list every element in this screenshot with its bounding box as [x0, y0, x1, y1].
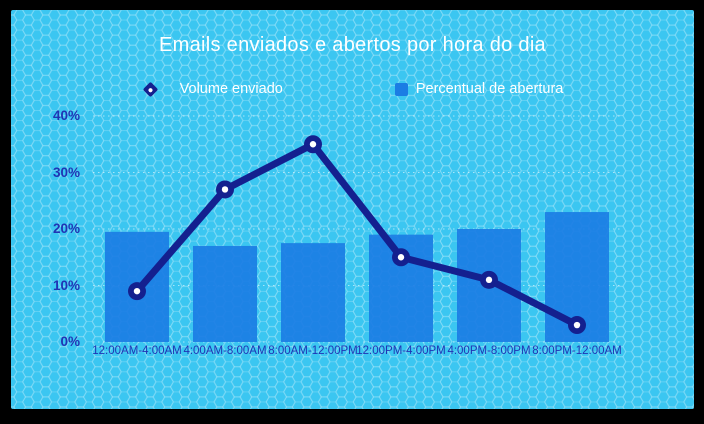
plot-area: [93, 115, 621, 343]
x-label-8:00AM-12:00PM: 8:00AM-12:00PM: [268, 345, 358, 357]
line-series-diamond-icon: [142, 81, 158, 97]
legend-item-volume-enviado[interactable]: Volume enviado: [142, 81, 283, 97]
x-label-12:00AM-4:00AM: 12:00AM-4:00AM: [92, 345, 182, 357]
x-label-8:00PM-12:00AM: 8:00PM-12:00AM: [532, 345, 622, 357]
x-label-4:00PM-8:00PM: 4:00PM-8:00PM: [447, 345, 531, 357]
legend: Volume enviado Percentual de abertura: [11, 80, 694, 98]
y-tick-20%: 20%: [52, 221, 80, 236]
data-point-center-dot: [573, 321, 581, 329]
data-point-center-dot: [309, 141, 317, 148]
legend-label-percentual-abertura: Percentual de abertura: [415, 81, 564, 97]
bar-8:00AM-12:00PM[interactable]: [281, 243, 345, 342]
line-series-path: [133, 140, 581, 329]
y-tick-30%: 30%: [52, 164, 80, 180]
chart-title: Emails enviados e abertos por hora do di…: [159, 34, 546, 56]
y-tick-10%: 10%: [52, 277, 80, 293]
bar-4:00AM-8:00AM[interactable]: [193, 245, 257, 342]
data-point-center-dot: [485, 276, 493, 284]
chart-card: Emails enviados e abertos por hora do di…: [11, 10, 694, 409]
legend-label-volume-enviado: Volume enviado: [179, 81, 283, 97]
y-tick-0%: 0%: [60, 334, 80, 349]
x-label-4:00AM-8:00AM: 4:00AM-8:00AM: [183, 345, 267, 357]
data-point-center-dot: [221, 186, 229, 193]
data-point-center-dot: [397, 254, 405, 261]
x-label-12:00PM-4:00PM: 12:00PM-4:00PM: [356, 345, 446, 357]
legend-item-percentual-abertura[interactable]: Percentual de abertura: [394, 81, 564, 97]
x-axis: 12:00AM-4:00AM 4:00AM-8:00AM 8:00AM-12:00P…: [92, 345, 622, 361]
y-tick-40%: 40%: [52, 108, 80, 123]
y-axis: 0% 10% 20% 30% 40%: [11, 100, 80, 349]
data-point-center-dot: [133, 287, 141, 295]
bar-series-square-icon: [394, 82, 408, 96]
